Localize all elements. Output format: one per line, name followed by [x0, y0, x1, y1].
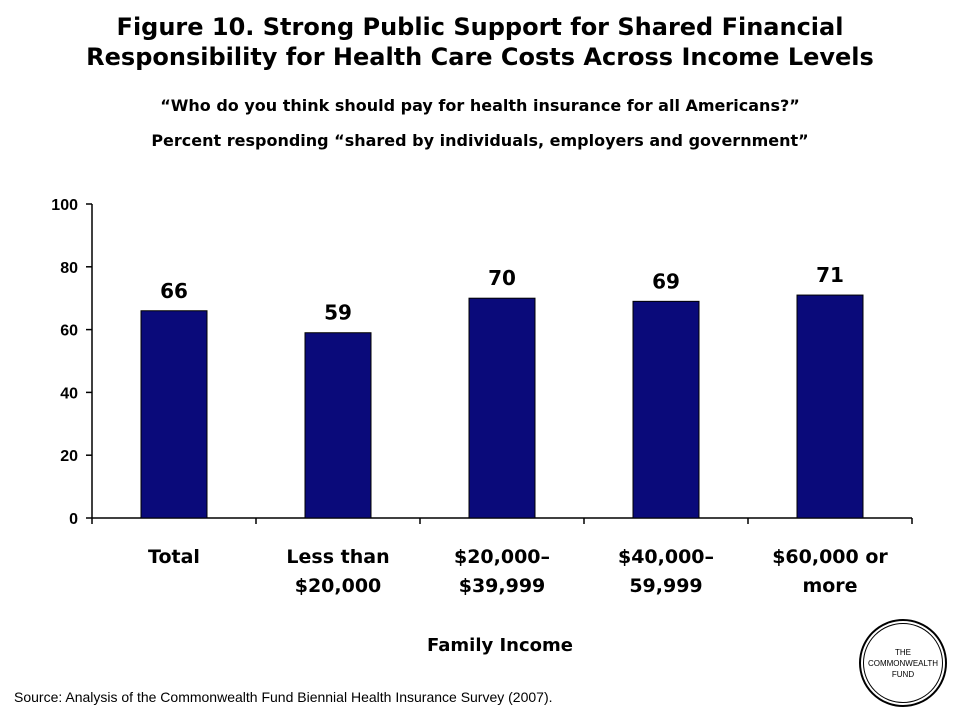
category-label-2-0: $20,000– — [454, 546, 550, 568]
bar-4 — [796, 294, 864, 519]
category-label-1-1: $20,000 — [295, 575, 382, 597]
category-label-1-0: Less than — [286, 546, 389, 568]
category-label-3-0: $40,000– — [618, 546, 714, 568]
logo-line-1: THE — [895, 647, 911, 657]
chart-title-line-1: Figure 10. Strong Public Support for Sha… — [116, 13, 844, 41]
source-note: Source: Analysis of the Commonwealth Fun… — [14, 689, 553, 705]
category-label-0-0: Total — [148, 546, 200, 568]
data-label-3: 69 — [652, 269, 680, 293]
data-label-0: 66 — [160, 279, 188, 303]
data-label-4: 71 — [816, 263, 844, 287]
category-label-3-1: 59,999 — [629, 575, 702, 597]
bar-2 — [468, 297, 536, 519]
bar-0 — [140, 310, 208, 519]
chart-subtitle-question: “Who do you think should pay for health … — [160, 96, 800, 115]
category-label-2-1: $39,999 — [459, 575, 546, 597]
y-tick-label-0: 0 — [69, 511, 78, 528]
chart-title-line-2: Responsibility for Health Care Costs Acr… — [86, 43, 874, 71]
data-label-2: 70 — [488, 266, 516, 290]
x-axis-label: Family Income — [427, 635, 573, 656]
logo-line-3: FUND — [891, 669, 915, 679]
data-label-1: 59 — [324, 301, 352, 325]
y-tick-label-80: 80 — [60, 260, 78, 277]
y-tick-label-20: 20 — [60, 448, 78, 465]
y-tick-label-60: 60 — [60, 323, 78, 340]
y-tick-label-100: 100 — [51, 197, 78, 214]
chart-subtitle-response: Percent responding “shared by individual… — [151, 131, 809, 150]
logo-line-2: COMMONWEALTH — [867, 658, 939, 668]
category-label-4-0: $60,000 or — [772, 546, 888, 568]
bar-3 — [632, 300, 700, 519]
y-tick-label-40: 40 — [60, 385, 78, 402]
chart-title: Figure 10. Strong Public Support for Sha… — [0, 12, 960, 72]
category-label-4-1: more — [802, 575, 857, 597]
bar-1 — [304, 332, 372, 519]
commonwealth-fund-logo: THE COMMONWEALTH FUND — [859, 619, 947, 707]
